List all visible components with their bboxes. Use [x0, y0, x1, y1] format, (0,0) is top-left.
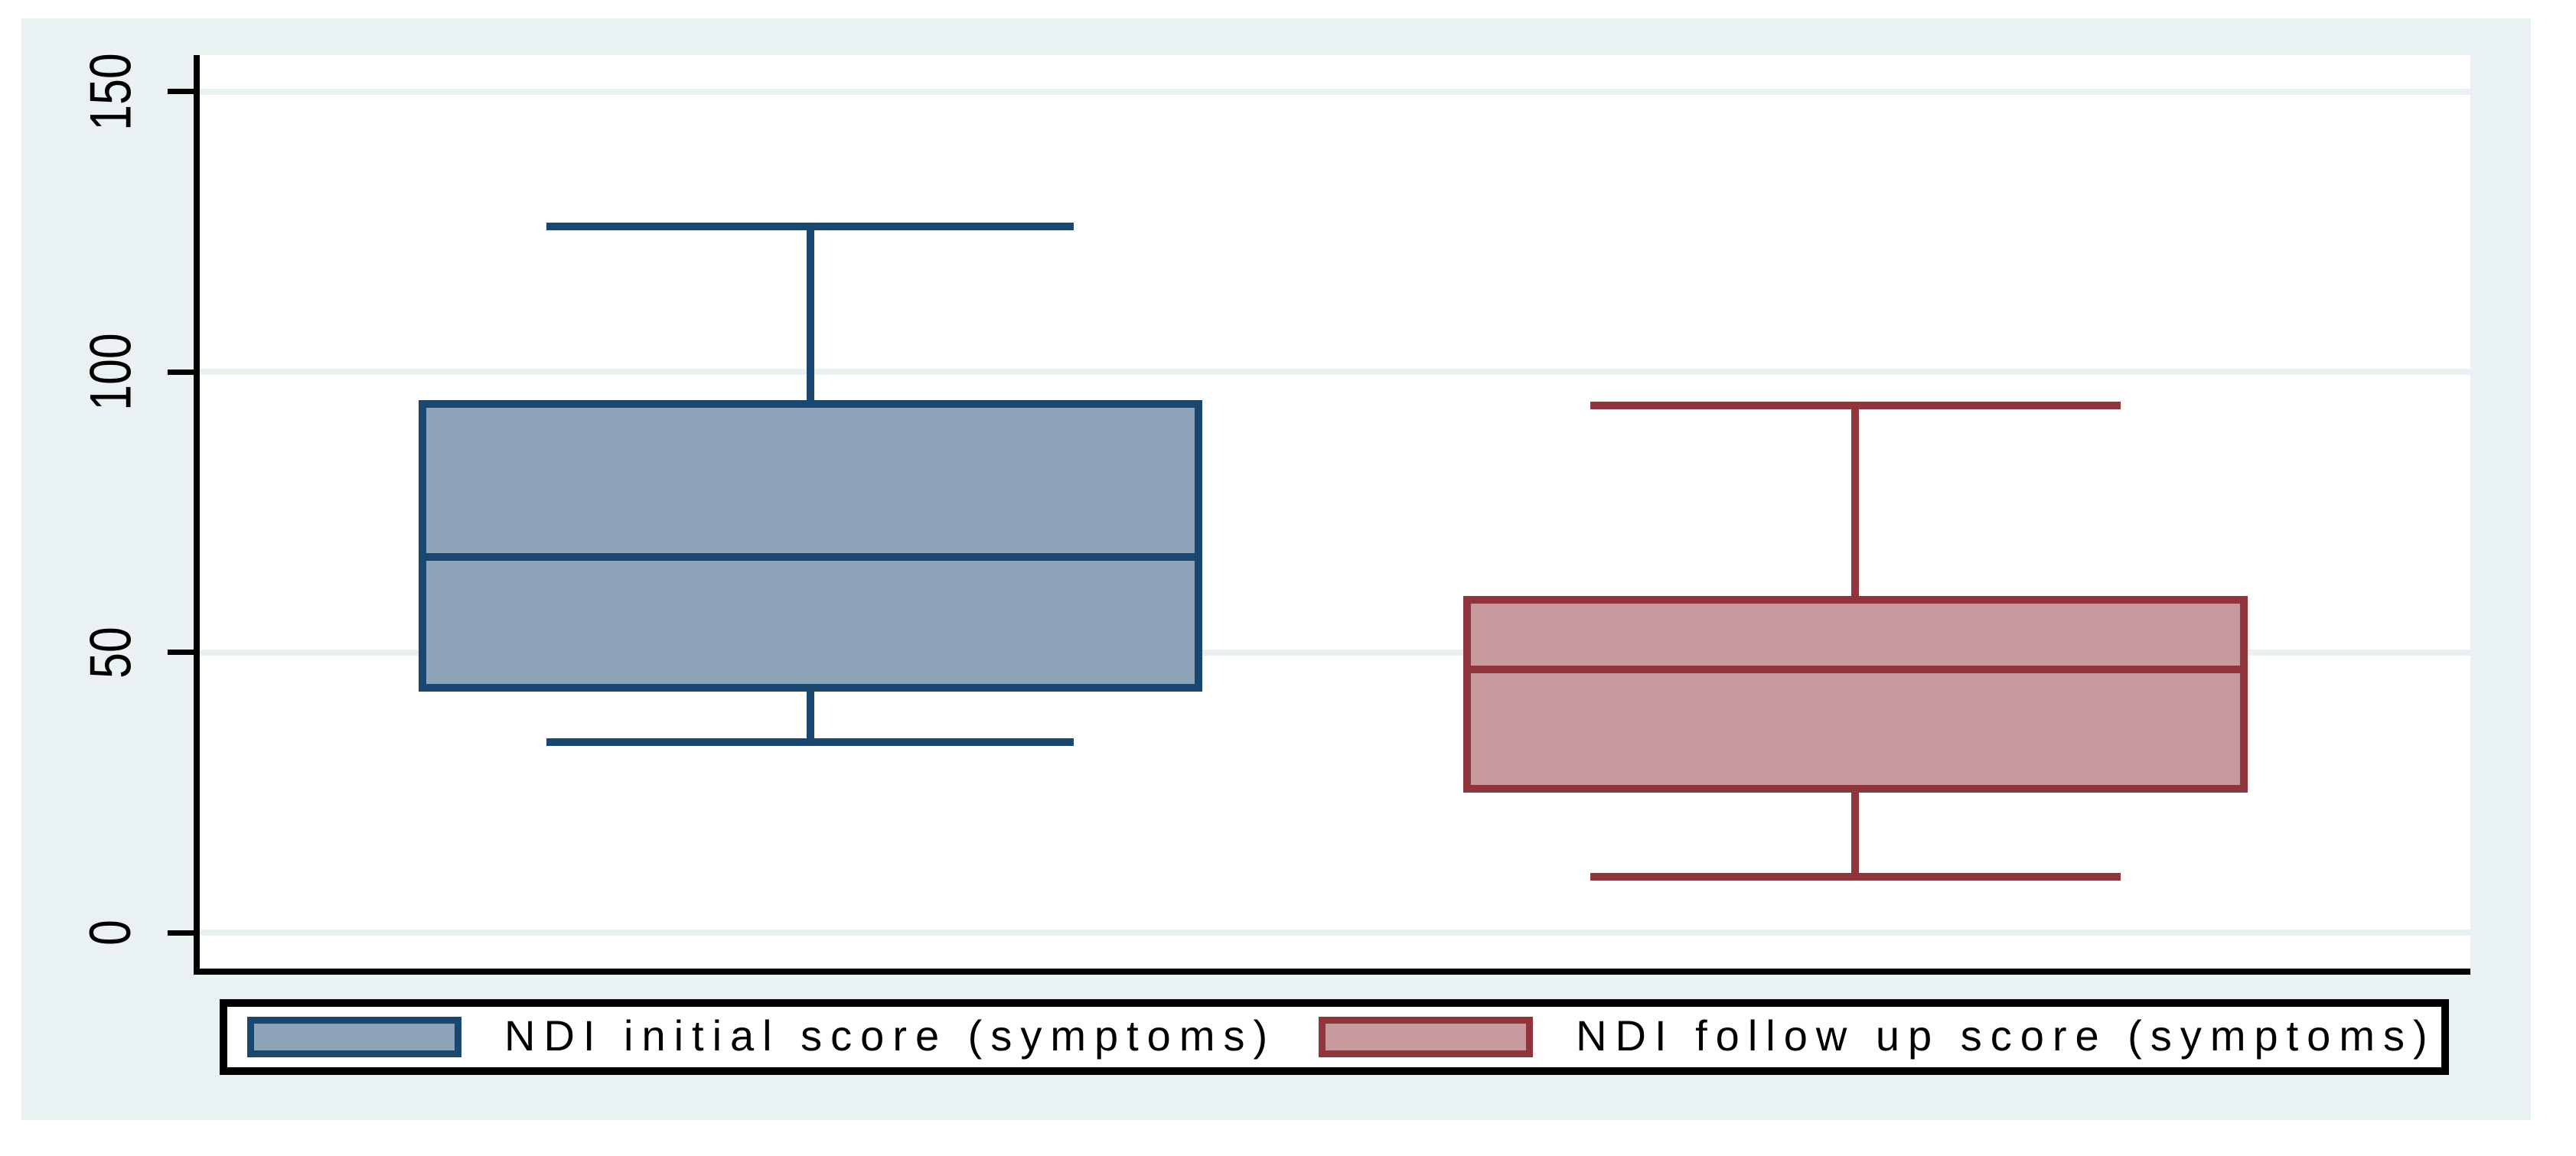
gridline-y-150	[200, 88, 2470, 95]
y-tick-0	[168, 930, 194, 936]
gridline-y-50	[200, 649, 2470, 656]
y-tick-100	[168, 369, 194, 375]
whisker-upper-stem-initial	[807, 226, 815, 400]
whisker-lower-cap-followup	[1590, 872, 2121, 881]
legend-swatch-followup	[1319, 1017, 1534, 1057]
y-tick-150	[168, 89, 194, 95]
legend-label-followup: NDI follow up score (symptoms)	[1576, 1011, 2436, 1060]
whisker-lower-stem-initial	[807, 691, 815, 742]
whisker-upper-stem-followup	[1851, 405, 1860, 597]
y-tick-label-wrap-150: 150	[57, 38, 165, 145]
box-iqr-followup	[1463, 596, 2248, 793]
whisker-upper-cap-initial	[546, 222, 1074, 230]
y-tick-label-wrap-0: 0	[57, 879, 165, 986]
legend-swatch-initial	[247, 1017, 461, 1057]
legend: NDI initial score (symptoms) NDI follow …	[220, 999, 2449, 1075]
box-iqr-initial	[419, 399, 1202, 692]
whisker-lower-cap-initial	[546, 738, 1074, 746]
y-tick-label-0: 0	[78, 920, 143, 946]
gridline-y-100	[200, 369, 2470, 376]
y-tick-label-wrap-100: 100	[57, 318, 165, 425]
whisker-upper-cap-followup	[1590, 402, 2121, 410]
median-line-initial	[419, 553, 1202, 562]
y-tick-50	[168, 650, 194, 656]
y-tick-label-50: 50	[77, 626, 143, 679]
y-tick-label-wrap-50: 50	[57, 599, 165, 706]
median-line-followup	[1463, 665, 2248, 673]
whisker-lower-stem-followup	[1851, 792, 1860, 877]
legend-label-initial: NDI initial score (symptoms)	[504, 1011, 1277, 1060]
gridline-y-0	[200, 930, 2470, 936]
y-tick-label-100: 100	[78, 333, 143, 412]
plot-area	[194, 55, 2470, 975]
y-tick-label-150: 150	[78, 53, 143, 131]
